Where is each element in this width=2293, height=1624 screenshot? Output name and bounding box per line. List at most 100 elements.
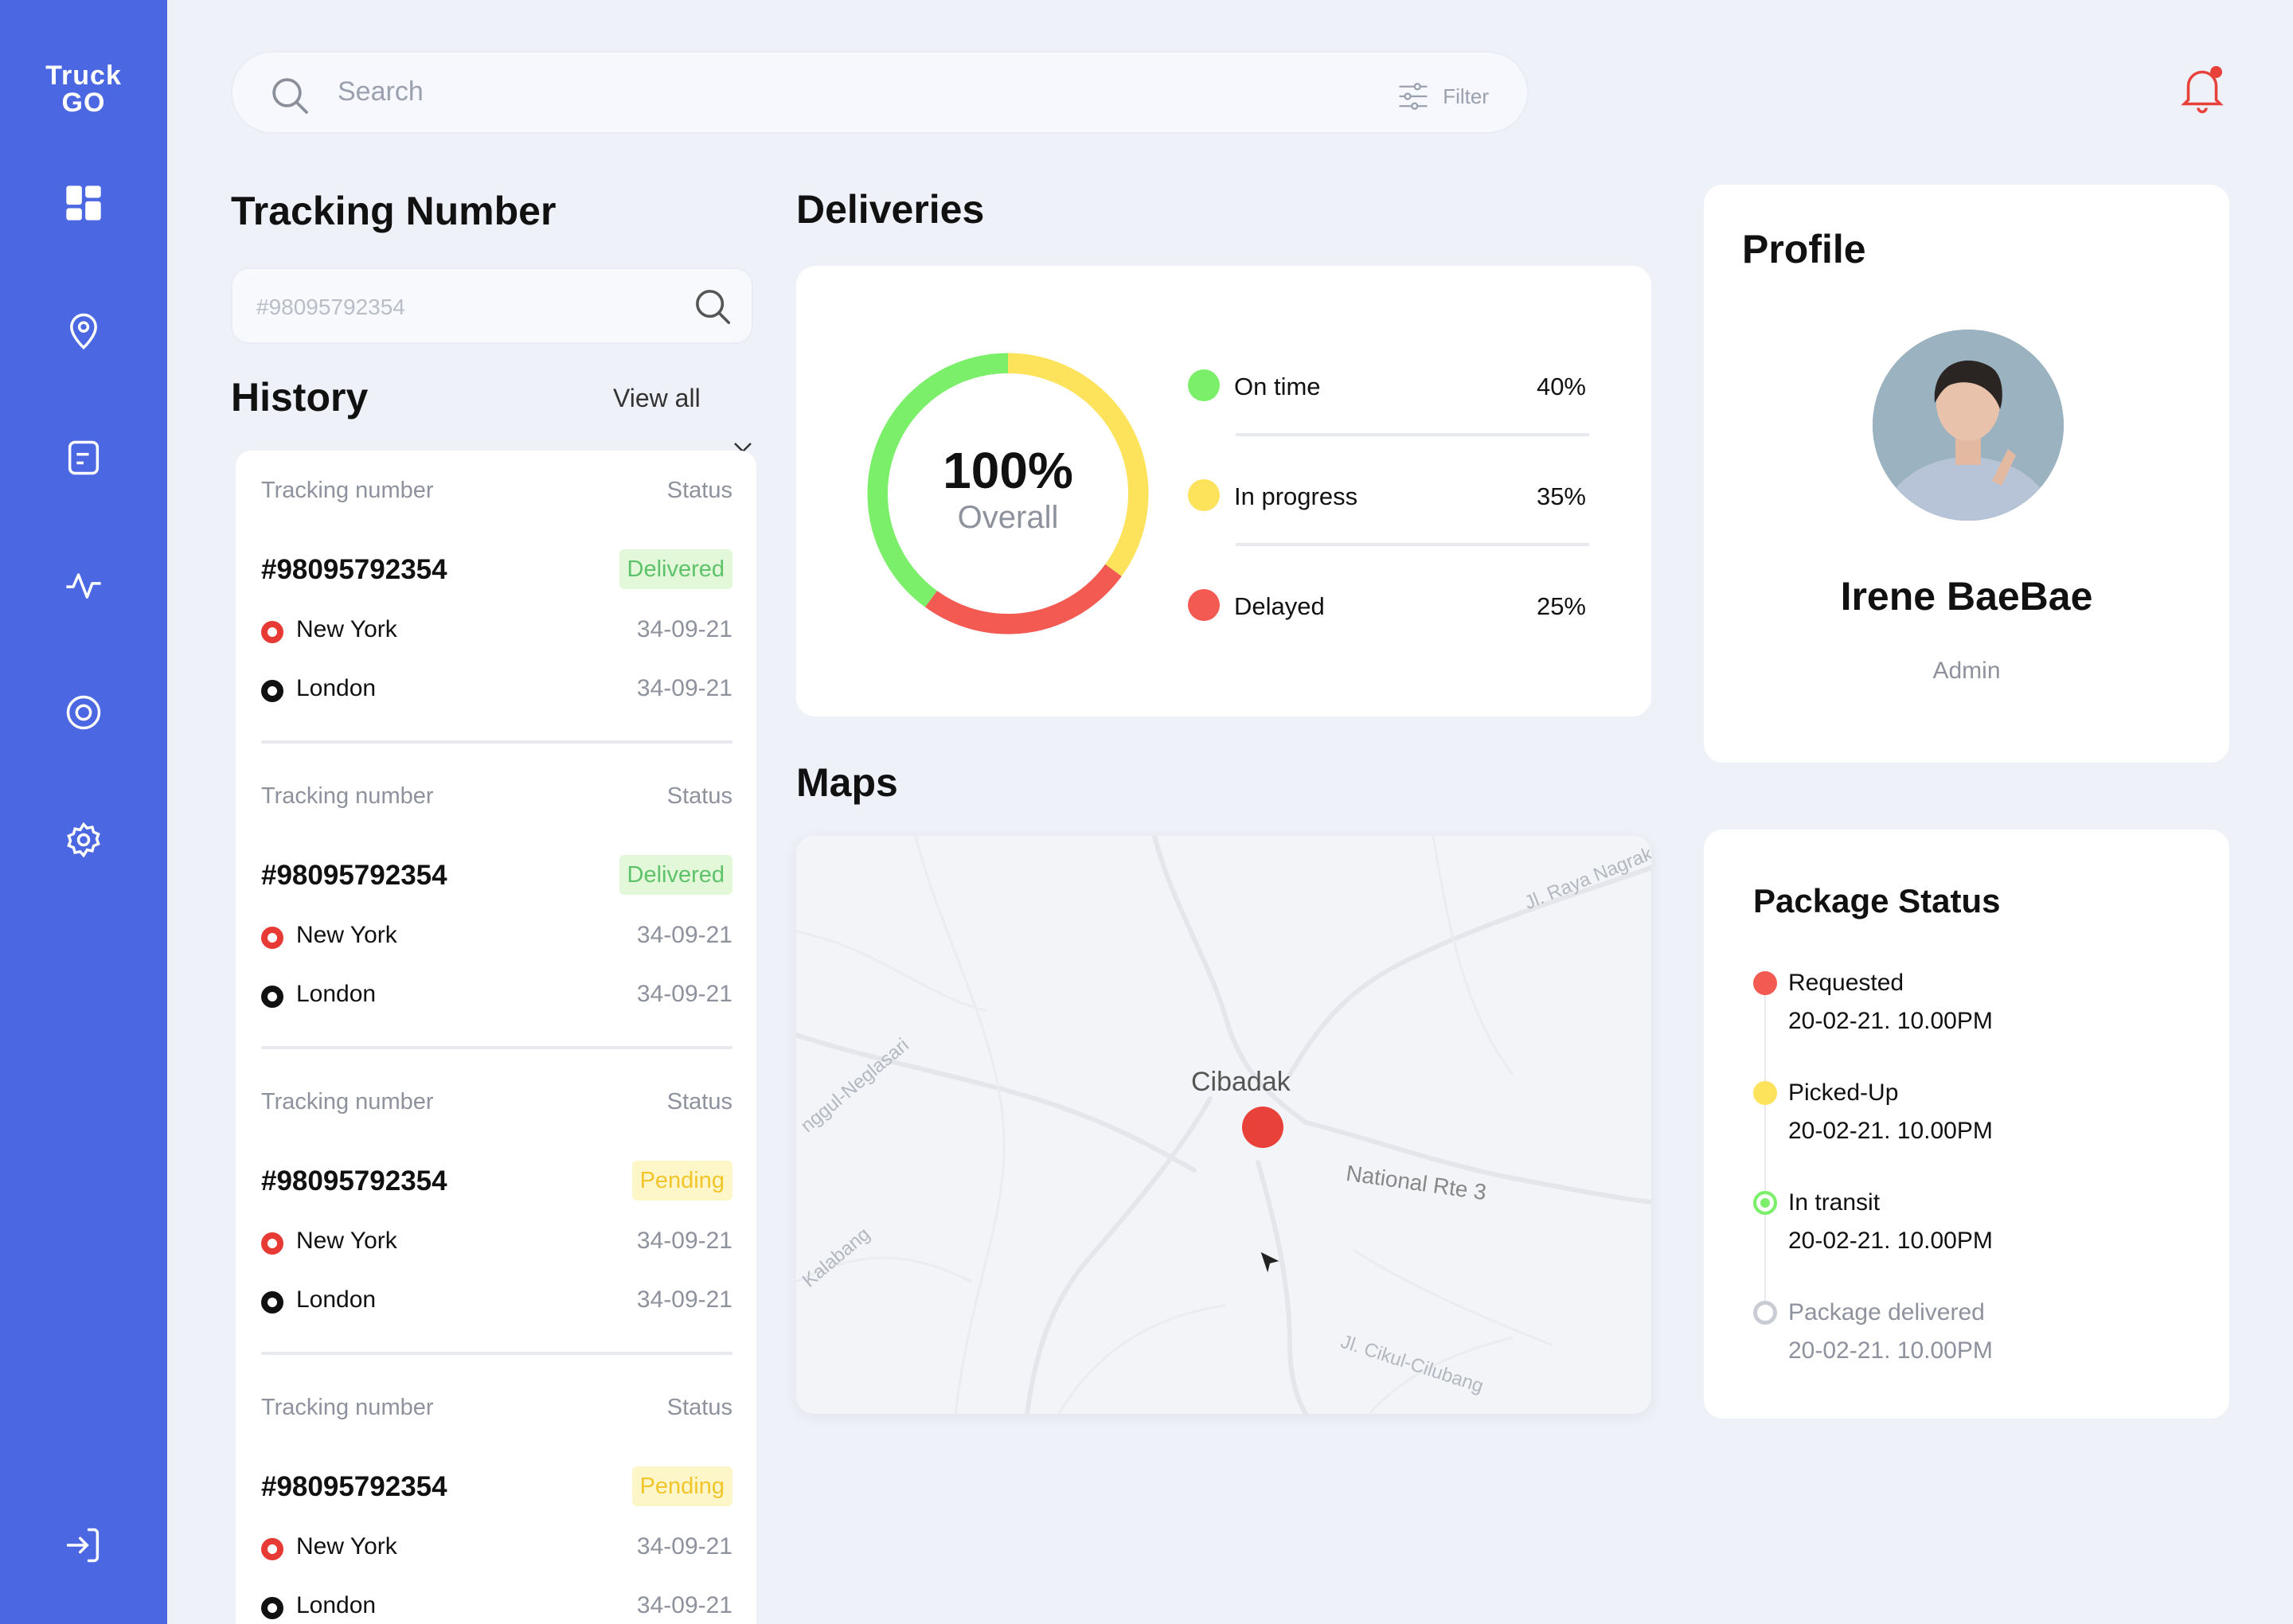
nav-target[interactable] [0,677,167,748]
search-bar[interactable]: Search Filter [231,51,1529,134]
origin-dot-icon [261,621,283,643]
legend-value: 25% [1536,592,1586,620]
step-time: 20-02-21. 10.00PM [1788,1008,1993,1034]
donut-segment-in-progress [867,353,1149,634]
in-transit-dot-icon [1753,1191,1777,1215]
divider [1236,433,1589,436]
avatar-image [1873,330,2064,521]
origin-dot-icon [261,1232,283,1255]
filter-button[interactable]: Filter [1397,80,1489,113]
package-status-card: Package Status Requested 20-02-21. 10.00… [1704,830,2229,1419]
donut-segment-delayed [867,353,1149,634]
deliveries-donut-chart [867,353,1149,634]
divider [261,1046,732,1049]
search-icon[interactable] [691,285,734,328]
status-badge: Delivered [619,549,732,589]
target-icon [66,695,101,730]
destination-dot-icon [261,1597,283,1619]
status-label: Status [666,783,732,809]
nav-activity[interactable] [0,549,167,621]
package-status-title: Package Status [1753,882,2001,919]
origin-dot-icon [261,927,283,949]
destination-dot-icon [261,680,283,702]
origin-date: 34-09-21 [636,1228,732,1254]
legend-value: 40% [1536,373,1586,400]
legend-label: In progress [1234,482,1358,510]
on-time-dot-icon [1188,369,1220,401]
deliveries-card: 100% Overall On time 40% In progress 35%… [796,266,1651,716]
origin-date: 34-09-21 [636,922,732,948]
tracking-number-value: #98095792354 [261,1471,447,1502]
destination-row: London 34-09-21 [261,1591,732,1622]
step-name: Picked-Up [1788,1079,1899,1106]
location-marker-icon[interactable] [1242,1107,1283,1148]
status-label: Status [666,1395,732,1420]
step-time: 20-02-21. 10.00PM [1788,1118,1993,1144]
destination-row: London 34-09-21 [261,1285,732,1317]
nav-location[interactable] [0,295,167,366]
history-list: Tracking number Status #98095792354 Deli… [236,451,756,1624]
origin-date: 34-09-21 [636,1533,732,1560]
map-roads [796,836,1651,1414]
destination-date: 34-09-21 [636,675,732,701]
in-progress-dot-icon [1188,479,1220,511]
destination-dot-icon [261,986,283,1008]
nav-logout[interactable] [0,1509,167,1581]
origin-city: New York [296,1533,397,1560]
destination-city: London [296,981,377,1007]
avatar[interactable] [1873,330,2064,521]
step-name: In transit [1788,1189,1881,1216]
requested-dot-icon [1753,971,1777,995]
nav-documents[interactable] [0,422,167,494]
status-label: Status [666,1089,732,1115]
gear-icon [67,822,100,858]
map-view[interactable]: Jl. Raya Nagrak nggul-Neglasari National… [796,836,1651,1414]
tracking-number-label: Tracking number [261,478,434,503]
divider [261,1352,732,1355]
tracking-number-value: #98095792354 [261,554,447,585]
history-card[interactable]: Tracking number Status #98095792354 Deli… [261,451,732,756]
legend-label: On time [1234,373,1321,400]
history-card[interactable]: Tracking number Status #98095792354 Pend… [261,1368,732,1624]
history-card[interactable]: Tracking number Status #98095792354 Deli… [261,756,732,1062]
destination-date: 34-09-21 [636,1592,732,1618]
status-badge: Delivered [619,855,732,895]
view-all-link[interactable]: View all [613,384,701,412]
step-name: Package delivered [1788,1299,1985,1325]
legend-in-progress: In progress 35% [1188,474,1586,514]
destination-row: London 34-09-21 [261,673,732,705]
destination-city: London [296,675,377,701]
cursor-arrow-icon [1260,1251,1279,1273]
origin-row: New York 34-09-21 [261,920,732,952]
origin-row: New York 34-09-21 [261,1226,732,1258]
activity-icon [66,573,101,599]
history-title: History [231,375,369,420]
status-step-picked-up: Picked-Up 20-02-21. 10.00PM [1753,1075,2199,1154]
dashboard-icon [66,185,101,221]
origin-city: New York [296,922,397,948]
delayed-dot-icon [1188,589,1220,621]
nav-dashboard[interactable] [0,167,167,239]
destination-dot-icon [261,1291,283,1314]
app-logo[interactable]: Truck GO [0,62,167,116]
tracking-number-value: #98095792354 [261,860,447,891]
profile-name: Irene BaeBae [1840,574,2093,619]
profile-card: Profile Irene BaeBae Admin [1704,185,2229,763]
tracking-input-placeholder: #98095792354 [256,295,405,319]
logo-line-1: Truck [45,61,122,91]
profile-role: Admin [1932,658,2001,684]
tracking-number-input[interactable]: #98095792354 [231,267,753,344]
history-card[interactable]: Tracking number Status #98095792354 Pend… [261,1062,732,1368]
legend-delayed: Delayed 25% [1188,584,1586,624]
tracking-number-title: Tracking Number [231,189,557,233]
filter-sliders-icon [1399,83,1428,110]
tracking-number-label: Tracking number [261,783,434,809]
step-name: Requested [1788,970,1904,996]
legend-value: 35% [1536,482,1586,510]
document-icon [68,440,100,475]
sidebar: Truck GO [0,0,167,1624]
notification-bell-icon[interactable] [2178,64,2226,116]
search-input[interactable]: Search [338,76,424,107]
status-step-requested: Requested 20-02-21. 10.00PM [1753,965,2199,1044]
nav-settings[interactable] [0,804,167,876]
